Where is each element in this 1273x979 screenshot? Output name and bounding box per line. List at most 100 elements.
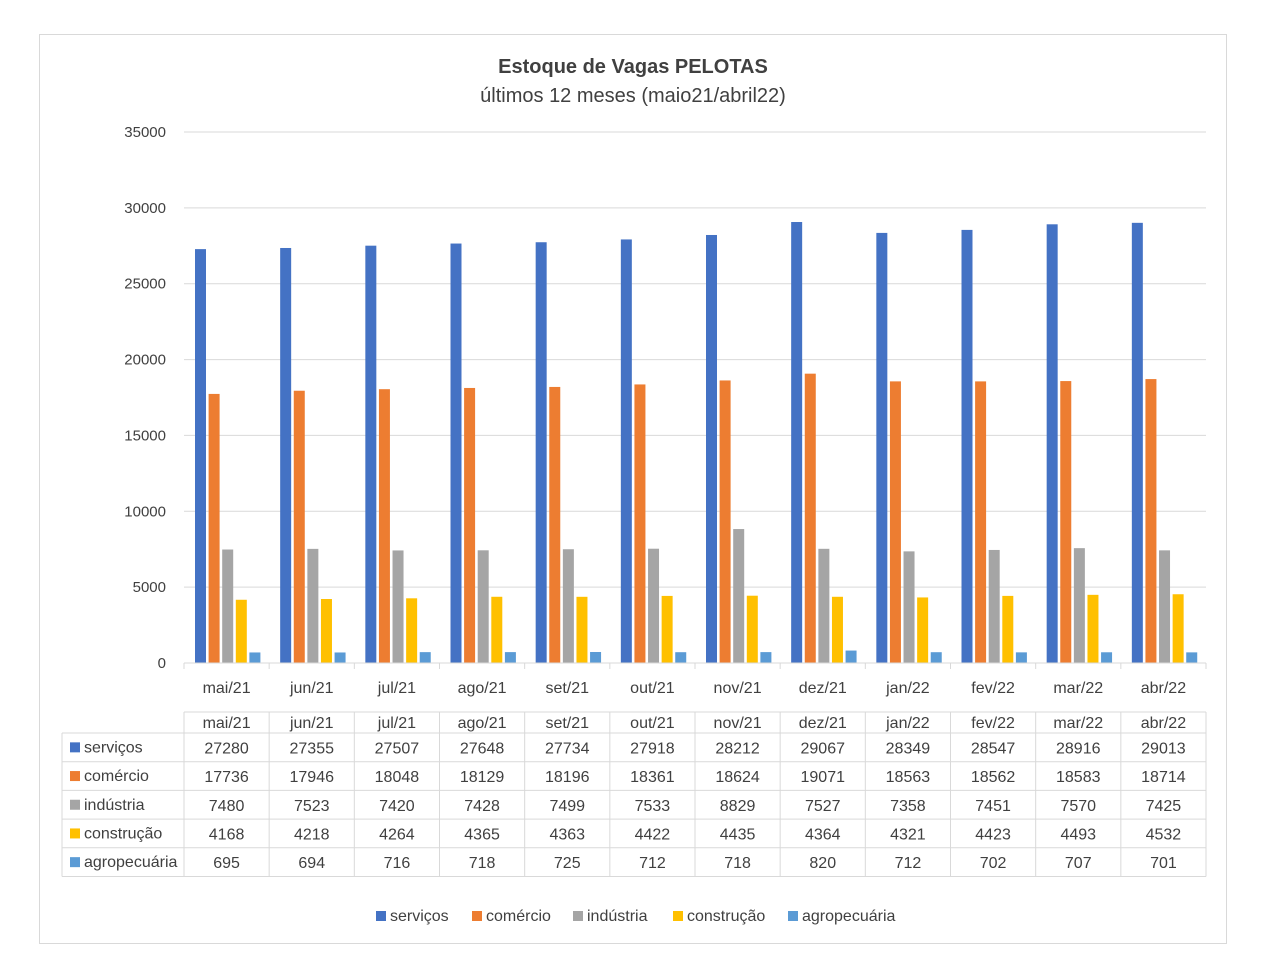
bar-0-5 (620, 239, 632, 663)
table-cell: 7358 (890, 798, 926, 815)
table-cell: 7527 (805, 798, 841, 815)
bar-4-8 (930, 652, 942, 663)
x-tick-label: abr/22 (1141, 680, 1186, 697)
table-cell: 18714 (1141, 769, 1186, 786)
table-cell: 712 (895, 855, 922, 872)
table-cell: 18562 (971, 769, 1016, 786)
table-series-label: indústria (84, 797, 145, 814)
bar-3-2 (406, 598, 418, 663)
table-cell: 18361 (630, 769, 675, 786)
bar-3-10 (1087, 594, 1099, 663)
bar-3-1 (320, 599, 332, 663)
legend-key (376, 911, 386, 921)
bar-0-8 (876, 232, 888, 664)
table-cell: 7428 (464, 798, 500, 815)
legend-key (573, 911, 583, 921)
bar-1-4 (549, 386, 561, 663)
table-cell: 27355 (290, 740, 335, 757)
bar-2-10 (1073, 548, 1085, 663)
table-header-cell: out/21 (630, 715, 675, 732)
x-tick-label: nov/21 (714, 680, 762, 697)
legend-label: construção (687, 908, 765, 925)
bar-1-6 (719, 380, 731, 663)
table-cell: 27648 (460, 740, 505, 757)
gridlines (184, 131, 1206, 664)
legend-label: serviços (390, 908, 449, 925)
x-tick-label: jul/21 (377, 680, 416, 697)
bar-4-9 (1015, 652, 1027, 663)
bar-2-6 (733, 529, 745, 663)
table-series-label: serviços (84, 739, 143, 756)
x-tick-label: dez/21 (799, 680, 847, 697)
bar-3-3 (491, 596, 503, 663)
bar-1-5 (634, 384, 646, 663)
table-cell: 29013 (1141, 740, 1186, 757)
legend-key (673, 911, 683, 921)
bar-0-2 (365, 245, 377, 664)
table-cell: 702 (980, 855, 1007, 872)
bar-0-11 (1131, 222, 1143, 663)
bar-2-8 (903, 551, 915, 663)
y-tick-label: 10000 (124, 503, 166, 520)
bar-1-10 (1060, 381, 1072, 663)
legend-label: comércio (486, 908, 551, 925)
table-cell: 4493 (1060, 826, 1096, 843)
table-cell: 7533 (635, 798, 671, 815)
x-tick-label: mar/22 (1053, 680, 1103, 697)
table-header-cell: ago/21 (458, 715, 507, 732)
table-cell: 17946 (290, 769, 335, 786)
x-tick-label: out/21 (630, 680, 675, 697)
bar-2-0 (222, 549, 234, 663)
table-cell: 7499 (549, 798, 585, 815)
bar-4-0 (249, 652, 261, 663)
bar-3-5 (661, 595, 673, 663)
bar-4-10 (1101, 652, 1113, 663)
x-tick-label: ago/21 (458, 680, 507, 697)
bars (195, 222, 1198, 664)
table-series-key (70, 799, 80, 810)
y-axis: 0 5000 10000 15000 20000 25000 30000 35000 (124, 124, 166, 672)
table-cell: 28916 (1056, 740, 1101, 757)
y-tick-label: 20000 (124, 352, 166, 369)
bar-3-8 (917, 597, 929, 663)
table-header-cell: fev/22 (971, 715, 1015, 732)
bar-3-11 (1172, 594, 1184, 663)
table-series-key (70, 742, 80, 753)
table-series-key (70, 771, 80, 782)
legend-label: indústria (587, 908, 648, 925)
x-axis: mai/21 jun/21 jul/21 ago/21 set/21 out/21 nov/… (183, 662, 1207, 697)
table-header-cell: nov/21 (714, 715, 762, 732)
table-cell: 701 (1150, 855, 1177, 872)
table-header-cell: jun/21 (289, 715, 334, 732)
bar-1-7 (804, 373, 816, 663)
x-tick-label: mai/21 (203, 680, 251, 697)
bar-0-0 (195, 249, 206, 664)
table-cell: 725 (554, 855, 581, 872)
table-cell: 18048 (375, 769, 420, 786)
bar-4-6 (760, 652, 772, 663)
y-tick-label: 5000 (133, 579, 166, 596)
table-series-key (70, 857, 80, 868)
table-cell: 820 (809, 855, 836, 872)
table-cell: 4264 (379, 826, 415, 843)
table-cell: 716 (384, 855, 411, 872)
table-header-cell: mai/21 (203, 715, 251, 732)
table-series-label: agropecuária (84, 854, 178, 871)
y-tick-label: 25000 (124, 276, 166, 293)
bar-3-9 (1002, 595, 1014, 663)
table-cell: 718 (724, 855, 751, 872)
bar-1-9 (975, 381, 987, 663)
legend-label: agropecuária (802, 908, 896, 925)
table-cell: 694 (298, 855, 325, 872)
table-cell: 7451 (975, 798, 1011, 815)
table-cell: 4168 (209, 826, 245, 843)
bar-1-3 (464, 387, 476, 663)
bar-2-4 (562, 549, 574, 663)
bar-3-0 (235, 599, 247, 663)
bar-4-2 (419, 652, 431, 663)
table-header-cell: mar/22 (1053, 715, 1103, 732)
bar-3-7 (831, 596, 843, 663)
chart-title: Estoque de Vagas PELOTAS (498, 56, 768, 78)
bar-2-3 (477, 550, 489, 663)
x-tick-label: jun/21 (289, 680, 334, 697)
